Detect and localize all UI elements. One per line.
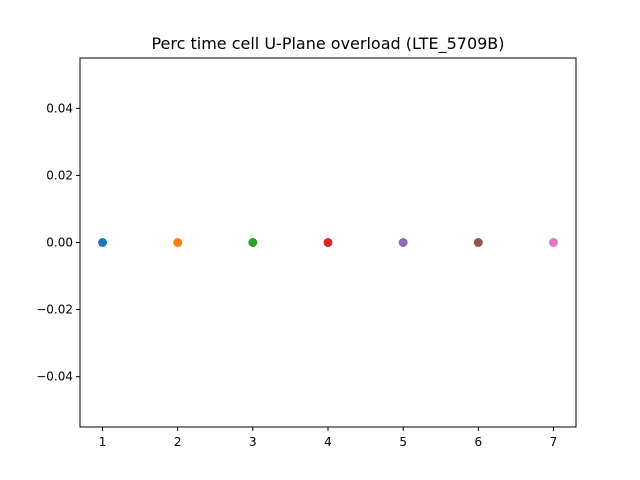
y-tick-label: −0.04 bbox=[36, 370, 73, 384]
data-point bbox=[323, 238, 333, 247]
y-tick-label: −0.02 bbox=[36, 303, 73, 317]
x-tick-label: 7 bbox=[550, 435, 558, 449]
data-point bbox=[173, 238, 183, 247]
y-tick-label: 0.00 bbox=[46, 236, 73, 250]
x-tick-label: 4 bbox=[324, 435, 332, 449]
chart-title: Perc time cell U-Plane overload (LTE_570… bbox=[151, 34, 504, 54]
x-tick-label: 5 bbox=[399, 435, 407, 449]
plot-frame bbox=[79, 57, 577, 428]
data-point bbox=[248, 238, 258, 247]
y-tick-label: 0.04 bbox=[46, 101, 73, 115]
x-tick-label: 6 bbox=[474, 435, 482, 449]
data-point bbox=[98, 238, 108, 247]
x-tick-label: 2 bbox=[174, 435, 182, 449]
data-point bbox=[548, 238, 558, 247]
x-axis: 1 2 3 4 5 6 7 bbox=[99, 427, 558, 449]
x-tick-label: 3 bbox=[249, 435, 257, 449]
y-axis: −0.04 −0.02 0.00 0.02 0.04 bbox=[36, 101, 80, 384]
y-tick-label: 0.02 bbox=[46, 168, 73, 182]
data-points bbox=[98, 238, 558, 247]
x-tick-label: 1 bbox=[99, 435, 107, 449]
data-point bbox=[473, 238, 483, 247]
data-point bbox=[398, 238, 408, 247]
